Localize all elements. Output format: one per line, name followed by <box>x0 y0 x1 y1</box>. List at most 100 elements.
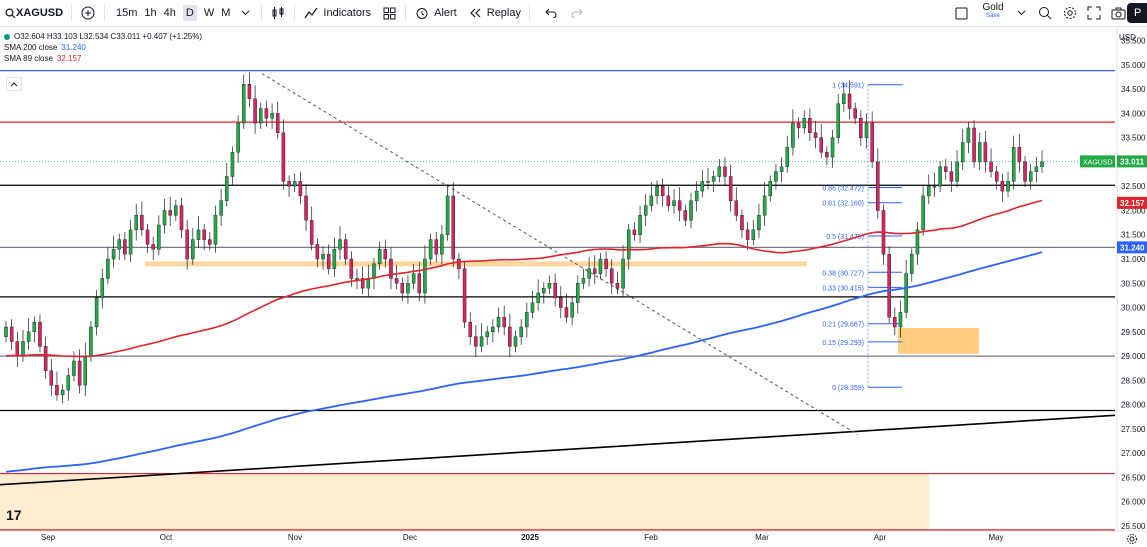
candle-up[interactable] <box>162 210 167 226</box>
quick-search-icon[interactable] <box>1037 5 1053 21</box>
interval-m[interactable]: M <box>221 7 231 19</box>
candle-down[interactable] <box>564 307 569 318</box>
candle-up[interactable] <box>530 302 535 313</box>
candle-down[interactable] <box>887 253 891 318</box>
candle-down[interactable] <box>593 268 597 274</box>
candle-up[interactable] <box>717 166 722 177</box>
candle-up[interactable] <box>768 181 773 197</box>
candle-down[interactable] <box>983 142 988 163</box>
candle-up[interactable] <box>626 229 631 260</box>
candle-up[interactable] <box>428 239 433 260</box>
candle-up[interactable] <box>1034 166 1039 172</box>
candle-up[interactable] <box>910 253 914 274</box>
candle-up[interactable] <box>649 195 654 206</box>
candle-up[interactable] <box>966 127 971 143</box>
indicators-button[interactable]: Indicators <box>298 0 376 26</box>
candle-down[interactable] <box>683 210 688 221</box>
candle-down[interactable] <box>723 166 727 177</box>
candle-down[interactable] <box>202 229 206 240</box>
candle-up[interactable] <box>225 176 229 201</box>
candle-up[interactable] <box>842 93 846 104</box>
candle-up[interactable] <box>1040 161 1044 167</box>
candle-down[interactable] <box>49 370 54 386</box>
candle-up[interactable] <box>406 283 410 294</box>
candle-down[interactable] <box>400 283 405 294</box>
candle-down[interactable] <box>168 210 172 216</box>
candle-up[interactable] <box>977 142 982 163</box>
candle-down[interactable] <box>1000 181 1005 192</box>
candle-down[interactable] <box>9 326 14 342</box>
candle-up[interactable] <box>762 195 767 216</box>
candle-up[interactable] <box>89 326 93 357</box>
candle-up[interactable] <box>411 273 416 284</box>
candle-up[interactable] <box>706 181 710 183</box>
candle-down[interactable] <box>728 176 733 201</box>
candle-down[interactable] <box>298 181 303 197</box>
candle-up[interactable] <box>106 258 110 279</box>
candle-up[interactable] <box>598 258 603 274</box>
candle-up[interactable] <box>791 122 795 148</box>
candle-up[interactable] <box>134 215 138 231</box>
candle-down[interactable] <box>383 249 388 260</box>
candle-up[interactable] <box>191 239 195 260</box>
candle-down[interactable] <box>559 297 563 308</box>
replay-button[interactable]: Replay <box>462 0 526 26</box>
candle-down[interactable] <box>287 181 291 187</box>
candle-down[interactable] <box>264 108 269 119</box>
candle-down[interactable] <box>326 253 331 269</box>
candle-down[interactable] <box>208 239 212 245</box>
candle-up[interactable] <box>904 273 908 313</box>
candle-up[interactable] <box>60 389 65 396</box>
candle-up[interactable] <box>440 234 444 255</box>
candle-down[interactable] <box>349 258 354 279</box>
interval-w[interactable]: W <box>203 7 215 19</box>
candle-down[interactable] <box>808 118 812 133</box>
interval-1h[interactable]: 1h <box>144 7 157 19</box>
candle-down[interactable] <box>677 200 682 211</box>
candle-down[interactable] <box>315 244 320 260</box>
candle-up[interactable] <box>581 278 586 284</box>
candle-up[interactable] <box>960 142 965 163</box>
candle-down[interactable] <box>360 278 365 289</box>
candle-up[interactable] <box>491 326 495 333</box>
candle-up[interactable] <box>332 249 337 269</box>
rising-trendline[interactable] <box>0 414 1116 486</box>
candle-up[interactable] <box>485 331 489 337</box>
settings-gear-icon[interactable] <box>1062 5 1078 21</box>
candle-up[interactable] <box>1011 147 1016 182</box>
candle-down[interactable] <box>43 346 48 371</box>
candle-up[interactable] <box>83 355 88 386</box>
time-axis-settings-icon[interactable] <box>1124 531 1140 547</box>
candle-down[interactable] <box>309 219 314 245</box>
sma89-line[interactable] <box>5 199 1043 358</box>
candle-down[interactable] <box>813 132 818 138</box>
candle-down[interactable] <box>994 171 999 182</box>
candle-down[interactable] <box>247 84 252 100</box>
candle-up[interactable] <box>802 118 806 129</box>
candle-down[interactable] <box>123 239 127 255</box>
candle-up[interactable] <box>785 147 789 167</box>
candle-down[interactable] <box>508 326 512 347</box>
candle-down[interactable] <box>819 137 823 153</box>
candle-up[interactable] <box>513 336 518 347</box>
candle-up[interactable] <box>423 258 427 294</box>
candle-up[interactable] <box>927 185 931 197</box>
candle-down[interactable] <box>468 321 472 337</box>
candle-up[interactable] <box>157 224 161 250</box>
candle-up[interactable] <box>576 283 580 303</box>
layouts-button[interactable] <box>376 0 402 26</box>
candle-down[interactable] <box>825 152 829 158</box>
candle-up[interactable] <box>830 137 835 158</box>
compare-button[interactable] <box>75 0 101 26</box>
candle-down[interactable] <box>734 200 739 216</box>
candle-up[interactable] <box>587 268 591 279</box>
candle-up[interactable] <box>338 239 342 250</box>
layout-chevron-icon[interactable] <box>1013 5 1029 21</box>
publish-button[interactable]: P <box>1127 3 1147 23</box>
candle-up[interactable] <box>547 283 552 289</box>
candle-down[interactable] <box>949 171 954 182</box>
candle-up[interactable] <box>1006 181 1010 192</box>
candle-up[interactable] <box>259 108 263 124</box>
candle-up[interactable] <box>672 200 676 206</box>
candle-up[interactable] <box>242 84 246 124</box>
